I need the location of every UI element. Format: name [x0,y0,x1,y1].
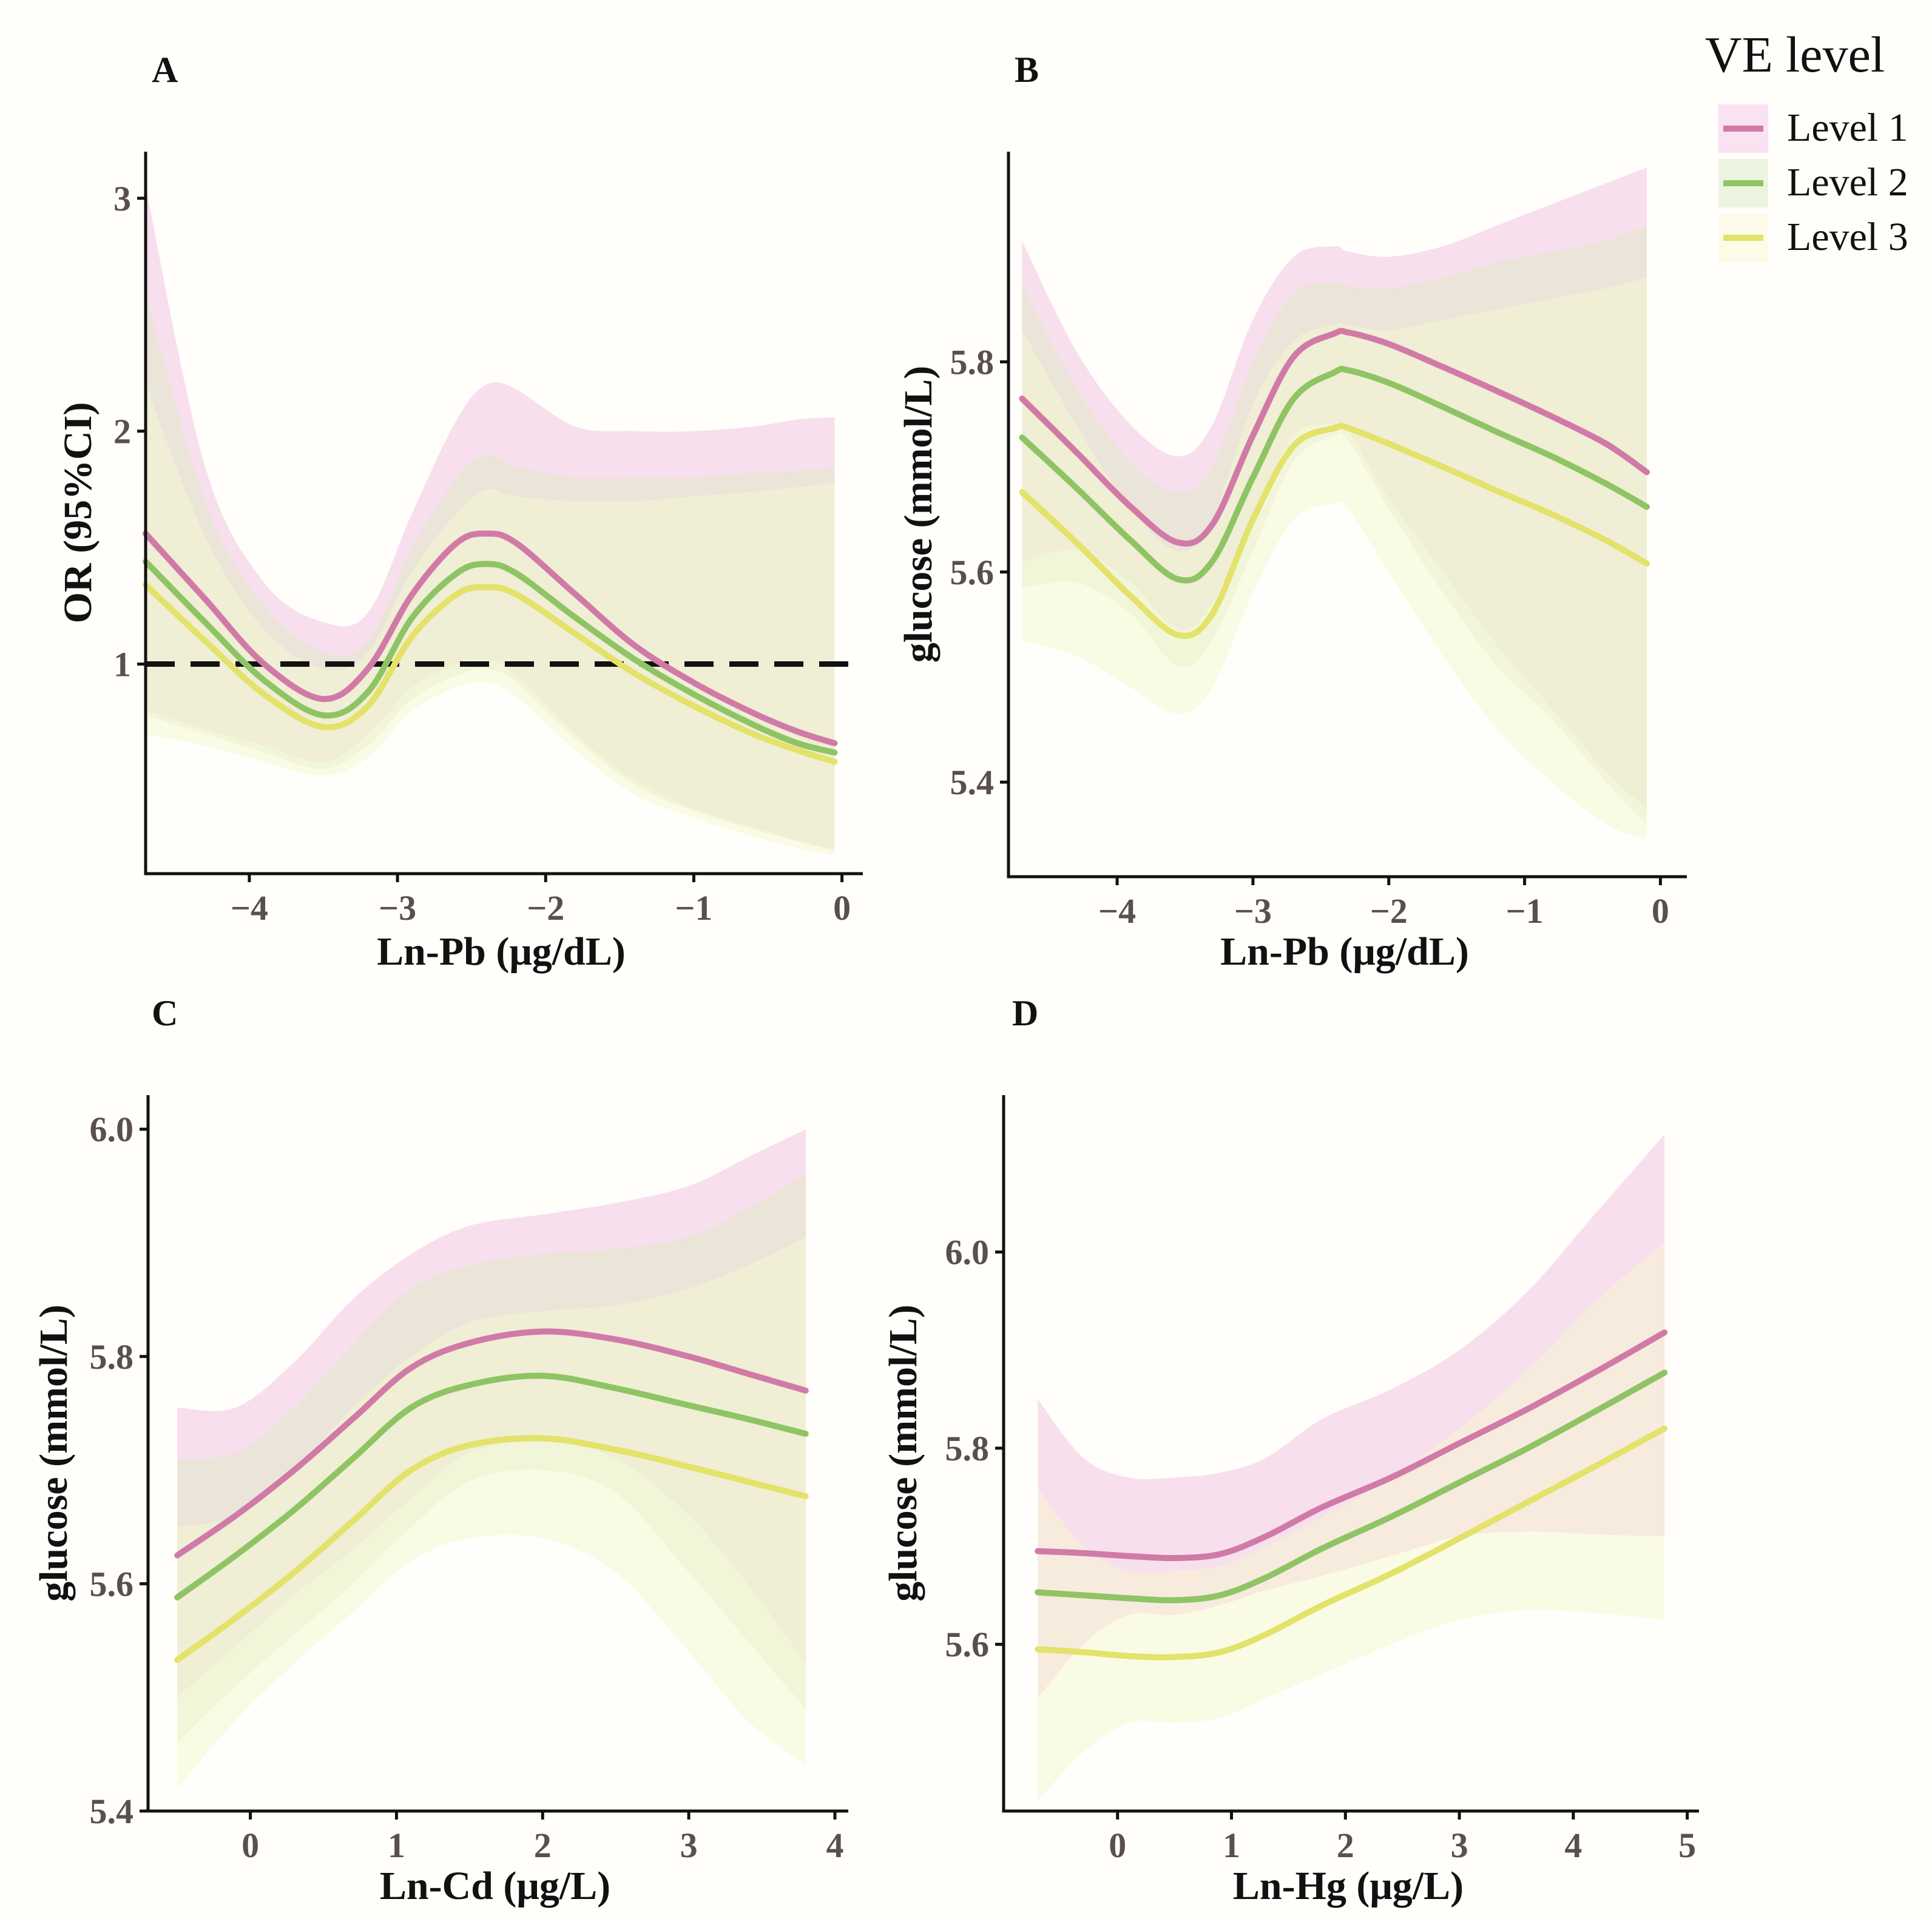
x-axis-title: Ln-Pb (μg/dL) [377,929,626,974]
x-tick-label: −2 [527,888,564,928]
series-line-level-1 [1035,1329,1668,1562]
series-line-level-2 [143,558,838,756]
legend-label-level-1: Level 1 [1787,106,1908,150]
x-tick-label: 4 [1564,1826,1582,1865]
y-tick-label: 3 [113,179,131,218]
x-tick-label: −3 [379,888,416,928]
y-tick-label: 5.8 [90,1337,134,1377]
ci-band-level-3 [177,1237,806,1789]
ci-bands [1022,167,1647,840]
x-tick-label: 0 [242,1826,259,1865]
y-tick-label: 5.4 [90,1792,134,1831]
panel-label: A [152,50,178,90]
x-tick-label: 0 [833,888,851,928]
x-tick-label: −3 [1234,891,1272,931]
x-tick-label: −1 [1506,891,1544,931]
axes [1002,1095,1699,1813]
legend-label-level-2: Level 2 [1787,160,1908,204]
ci-bands [146,186,835,855]
series-line-level-3 [174,1435,809,1663]
y-tick-label: 1 [113,645,131,684]
x-tick-label: 0 [1652,891,1669,931]
series-line-level-1 [143,530,838,746]
panel-a: −4 −3 −2 −1 0 1 2 3 Ln-Pb (μg/dL) OR (95%CI) A [56,50,863,974]
x-tick-label: 3 [1451,1826,1468,1865]
y-tick-label: 5.8 [950,342,995,382]
x-tick-label: −4 [1098,891,1136,931]
series-line-level-2 [1019,365,1650,584]
x-tick-label: 1 [1223,1826,1240,1865]
x-tick-label: 2 [534,1826,552,1865]
panel-label: C [152,993,178,1033]
y-axis-title: glucose (mmol/L) [881,1304,925,1601]
y-tick-label: 5.4 [950,763,995,802]
x-tick-label: −2 [1370,891,1408,931]
panel-c: 0 1 2 3 4 5.4 5.6 5.8 6.0 Ln-Cd (μg/L) glucose (mm… [32,993,848,1908]
panel-label: B [1015,50,1039,90]
y-tick-label: 5.6 [945,1625,990,1664]
x-tick-label: 3 [680,1826,698,1865]
legend-label-level-3: Level 3 [1787,215,1908,259]
y-axis-title: OR (95%CI) [56,402,100,624]
x-axis-title: Ln-Pb (μg/dL) [1220,929,1469,974]
legend: VE level Level 1 Level 2 Level 3 [1705,27,1908,262]
ci-band-level-3 [1022,277,1647,840]
y-axis-title: glucose (mmol/L) [32,1304,76,1601]
x-axis-title: Ln-Cd (μg/L) [380,1864,610,1908]
y-tick-label: 5.8 [945,1429,990,1468]
y-tick-label: 5.6 [90,1564,134,1604]
legend-title: VE level [1705,27,1885,83]
x-tick-label: −1 [675,888,712,928]
series-line-level-2 [1035,1369,1668,1604]
series-line-level-1 [174,1328,809,1559]
x-tick-label: −4 [231,888,268,928]
panel-b: −4 −3 −2 −1 0 5.4 5.6 5.8 Ln-Pb (μg/dL) glucose (… [896,50,1687,974]
x-tick-label: 2 [1337,1826,1354,1865]
panel-d: 0 1 2 3 4 5 5.6 5.8 6.0 Ln-Hg (μg/L) glucose (mmol… [881,993,1699,1908]
x-axis-title: Ln-Hg (μg/L) [1233,1864,1464,1908]
y-tick-label: 6.0 [90,1110,134,1149]
y-axis-title: glucose (mmol/L) [896,366,941,663]
axes [144,152,863,875]
x-tick-label: 5 [1678,1826,1696,1865]
series-line-level-2 [174,1372,809,1601]
panel-label: D [1012,993,1038,1033]
ci-band-level-3 [1038,1242,1665,1801]
ci-band-level-3 [146,384,835,855]
series-line-level-3 [1035,1425,1668,1661]
x-tick-label: 4 [826,1826,843,1865]
x-tick-label: 1 [388,1826,405,1865]
axes [1007,152,1687,879]
y-tick-label: 5.6 [950,553,995,592]
x-tick-label: 0 [1109,1826,1126,1865]
y-tick-label: 2 [113,412,131,451]
ci-bands [177,1129,806,1789]
y-tick-label: 6.0 [945,1233,990,1272]
series-line-level-3 [143,582,838,765]
series-line-level-3 [1019,423,1650,639]
series-line-level-1 [1019,328,1650,547]
